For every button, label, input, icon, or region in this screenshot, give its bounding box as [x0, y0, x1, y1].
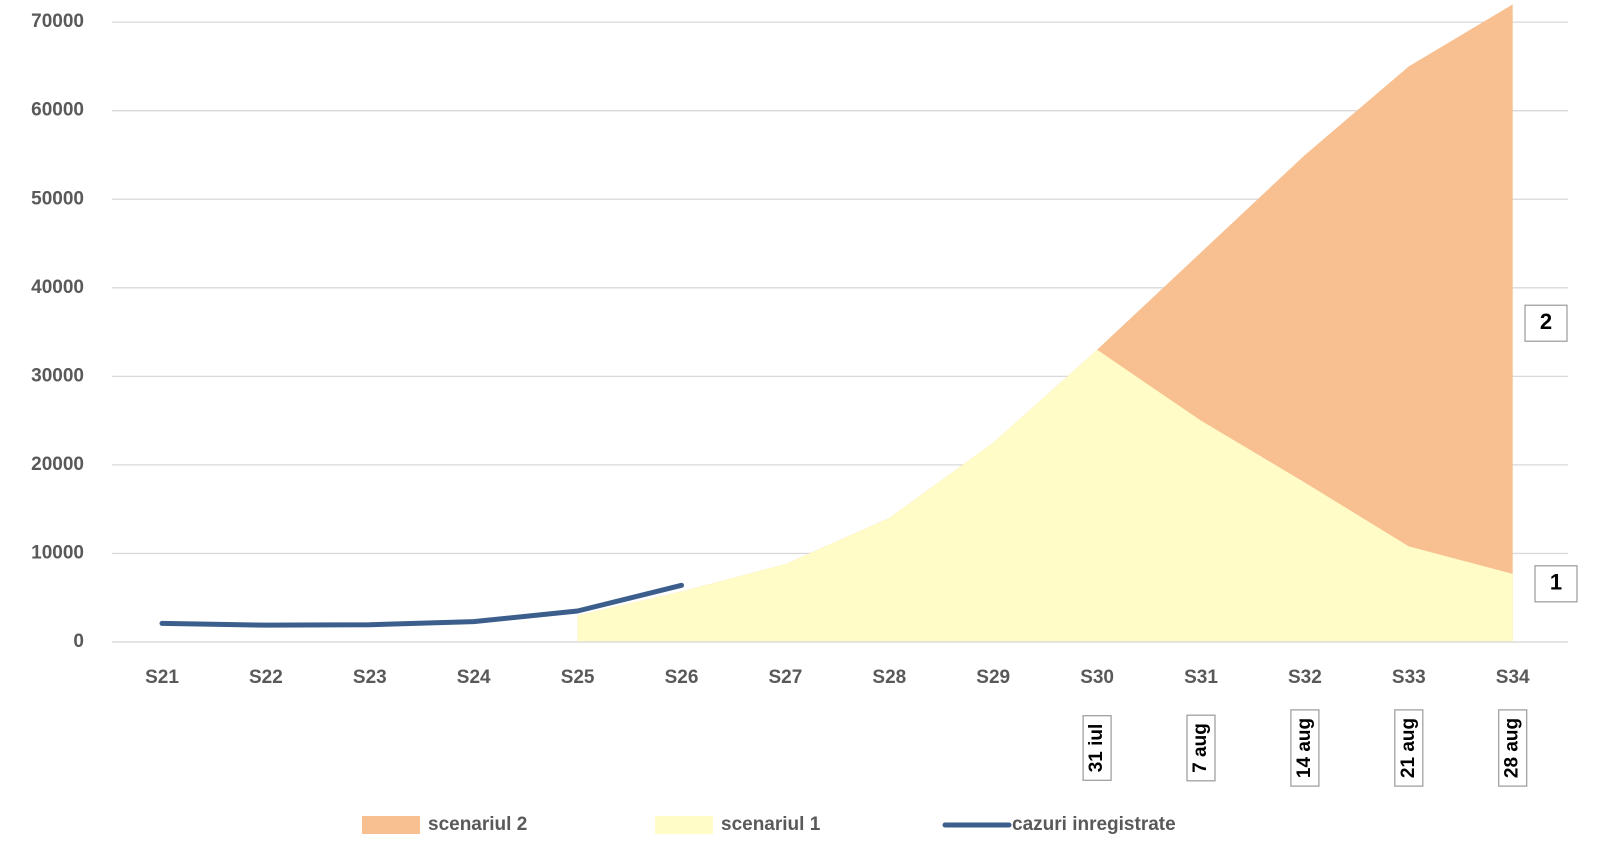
x-tick-label: S27 — [768, 667, 802, 688]
x-tick-label: S23 — [353, 667, 387, 688]
y-tick-label: 60000 — [31, 100, 84, 121]
date-label: 21 aug — [1394, 709, 1424, 787]
y-tick-label: 20000 — [31, 454, 84, 475]
date-text: 28 aug — [1502, 718, 1523, 778]
x-tick-label: S28 — [872, 667, 906, 688]
x-tick-label: S26 — [665, 667, 699, 688]
x-tick-label: S30 — [1080, 667, 1114, 688]
y-tick-label: 0 — [73, 631, 84, 652]
date-box — [1498, 709, 1528, 787]
y-tick-label: 50000 — [31, 188, 84, 209]
legend-label: scenariul 2 — [428, 814, 527, 835]
legend-swatch — [362, 816, 420, 834]
x-tick-label: S32 — [1288, 667, 1322, 688]
date-label: 7 aug — [1186, 714, 1216, 782]
x-tick-label: S34 — [1496, 667, 1530, 688]
x-tick-label: S25 — [561, 667, 595, 688]
x-tick-label: S24 — [457, 667, 491, 688]
date-box — [1290, 709, 1320, 787]
date-text: 31 iul — [1086, 724, 1107, 773]
date-text: 14 aug — [1294, 718, 1315, 778]
date-box — [1082, 715, 1112, 781]
x-tick-label: S29 — [976, 667, 1010, 688]
legend-label: cazuri inregistrate — [1012, 814, 1176, 835]
date-text: 21 aug — [1398, 718, 1419, 778]
date-text: 7 aug — [1190, 723, 1211, 773]
x-tick-label: S33 — [1392, 667, 1426, 688]
marker-label: 2 — [1540, 309, 1552, 334]
y-tick-label: 30000 — [31, 365, 84, 386]
date-label: 28 aug — [1498, 709, 1528, 787]
y-tick-label: 70000 — [31, 11, 84, 32]
y-tick-label: 10000 — [31, 542, 84, 563]
x-tick-label: S21 — [145, 667, 179, 688]
area — [577, 349, 1513, 642]
date-box — [1186, 714, 1216, 782]
date-label: 31 iul — [1082, 715, 1112, 781]
x-tick-label: S31 — [1184, 667, 1218, 688]
line — [159, 582, 684, 628]
marker-box — [1524, 304, 1568, 342]
date-label: 14 aug — [1290, 709, 1320, 787]
y-tick-label: 40000 — [31, 277, 84, 298]
x-tick-label: S22 — [249, 667, 283, 688]
marker-label: 1 — [1550, 570, 1562, 595]
legend-label: scenariul 1 — [721, 814, 821, 835]
date-box — [1394, 709, 1424, 787]
legend-swatch — [655, 816, 713, 834]
marker-box — [1534, 565, 1578, 603]
